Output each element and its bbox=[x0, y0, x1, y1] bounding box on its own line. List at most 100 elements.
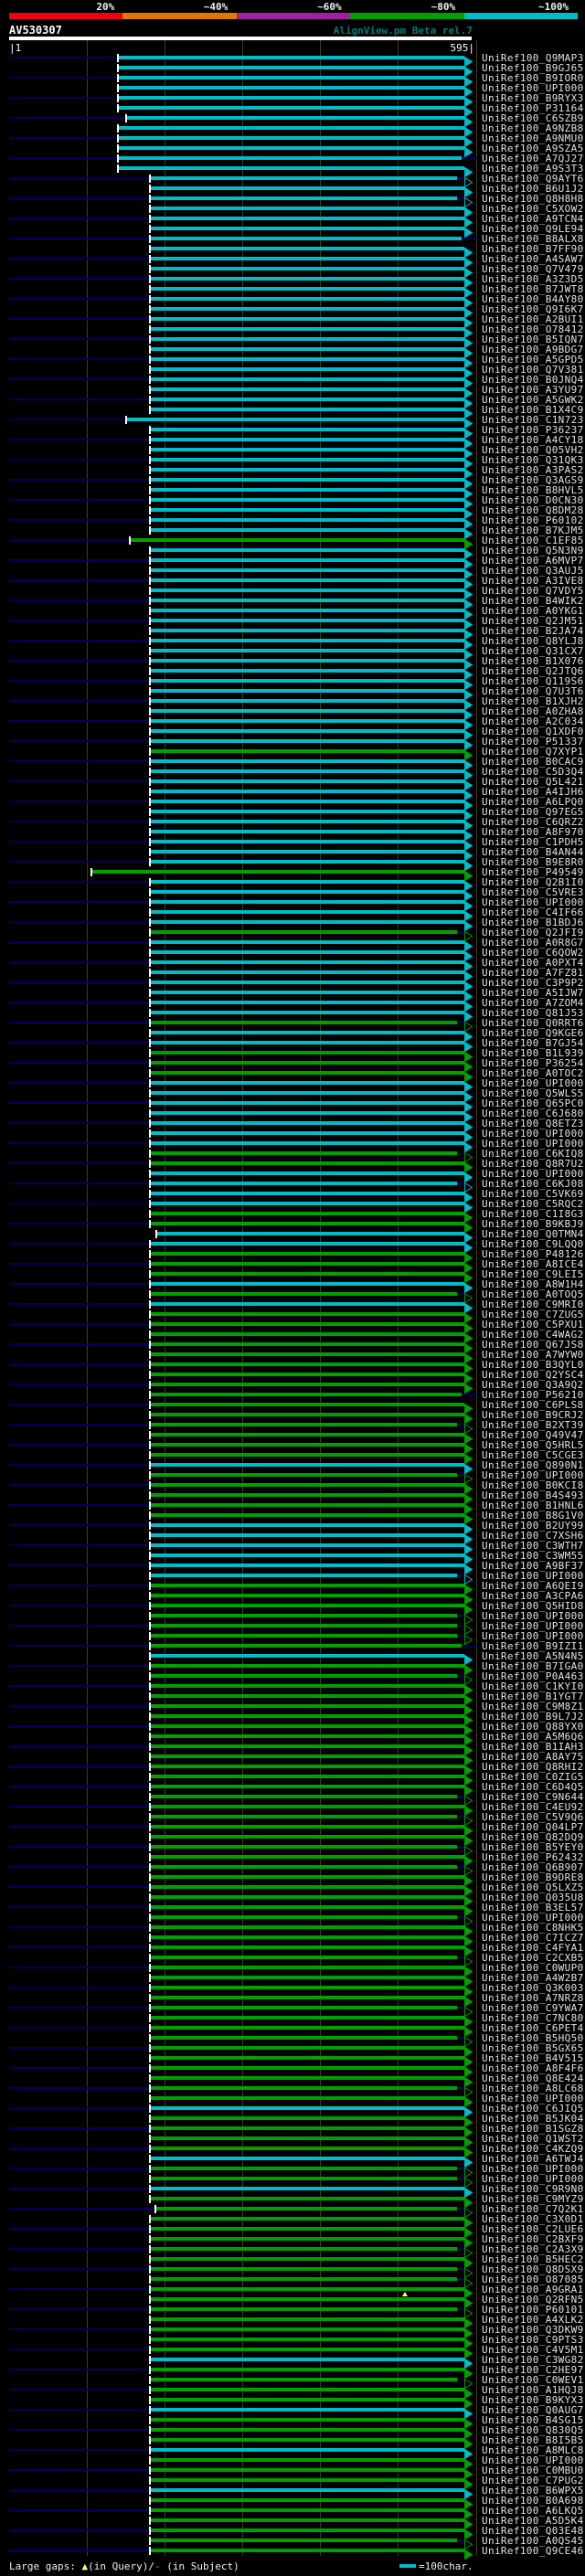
subject-label[interactable]: UniRef100_C5D3Q4 bbox=[482, 765, 584, 778]
alignment-bar[interactable] bbox=[150, 2377, 457, 2381]
alignment-bar[interactable] bbox=[150, 939, 464, 944]
subject-label[interactable]: UniRef100_C2A3X9 bbox=[482, 2242, 584, 2255]
alignment-bar[interactable] bbox=[150, 1211, 464, 1215]
subject-label[interactable]: UniRef100_UPI000.. bbox=[482, 1076, 585, 1089]
subject-label[interactable]: UniRef100_UPI000.. bbox=[482, 2172, 585, 2185]
subject-label[interactable]: UniRef100_C9MRI0 bbox=[482, 1298, 584, 1310]
subject-label[interactable]: UniRef100_Q5L421 bbox=[482, 775, 584, 788]
alignment-bar[interactable] bbox=[150, 1060, 464, 1065]
subject-label[interactable]: UniRef100_C3WG82 bbox=[482, 2353, 584, 2366]
subject-label[interactable]: UniRef100_Q7U3T6 bbox=[482, 684, 584, 697]
subject-label[interactable]: UniRef100_B9E8R0 bbox=[482, 855, 584, 868]
alignment-bar[interactable] bbox=[150, 437, 464, 441]
alignment-bar[interactable] bbox=[150, 1804, 464, 1808]
alignment-bar[interactable] bbox=[150, 1050, 464, 1055]
alignment-bar[interactable] bbox=[150, 1372, 464, 1376]
alignment-bar[interactable] bbox=[155, 2206, 457, 2210]
subject-label[interactable]: UniRef100_Q9AYT6 bbox=[482, 172, 584, 185]
alignment-bar[interactable] bbox=[150, 1633, 457, 1638]
alignment-bar[interactable] bbox=[150, 758, 464, 763]
alignment-bar[interactable] bbox=[150, 2005, 457, 2009]
alignment-bar[interactable] bbox=[150, 1995, 464, 1999]
alignment-bar[interactable] bbox=[150, 296, 464, 301]
subject-label[interactable]: UniRef100_B1X076 bbox=[482, 654, 584, 667]
alignment-bar[interactable] bbox=[150, 2156, 464, 2160]
subject-label[interactable]: UniRef100_C9YWA7 bbox=[482, 2001, 584, 2014]
alignment-bar[interactable] bbox=[126, 115, 464, 120]
subject-label[interactable]: UniRef100_C9LQQ0 bbox=[482, 1237, 584, 1250]
subject-label[interactable]: UniRef100_B5GX65 bbox=[482, 2041, 584, 2054]
subject-label[interactable]: UniRef100_B5YEY0 bbox=[482, 1840, 584, 1853]
alignment-bar[interactable] bbox=[150, 1593, 464, 1597]
alignment-bar[interactable] bbox=[150, 678, 464, 683]
subject-label[interactable]: UniRef100_UPI000.. bbox=[482, 896, 585, 908]
subject-label[interactable]: UniRef100_C6PLS8 bbox=[482, 1398, 584, 1411]
subject-label[interactable]: UniRef100_C5XOW2 bbox=[482, 202, 584, 215]
alignment-bar[interactable] bbox=[150, 809, 464, 813]
alignment-bar[interactable] bbox=[150, 1010, 464, 1014]
alignment-bar[interactable] bbox=[118, 165, 464, 170]
alignment-bar[interactable] bbox=[150, 376, 464, 381]
subject-label[interactable]: UniRef100_B4AY80 bbox=[482, 292, 584, 305]
alignment-bar[interactable] bbox=[150, 1814, 457, 1818]
subject-label[interactable]: UniRef100_Q0AUG7 bbox=[482, 2403, 584, 2416]
subject-label[interactable]: UniRef100_Q035U8 bbox=[482, 1891, 584, 1903]
subject-label[interactable]: UniRef100_B4AN44 bbox=[482, 845, 584, 858]
subject-label[interactable]: UniRef100_UPI000.. bbox=[482, 1137, 585, 1150]
subject-label[interactable]: UniRef100_B1X4C9 bbox=[482, 403, 584, 416]
subject-label[interactable]: UniRef100_Q31QK3 bbox=[482, 453, 584, 466]
subject-label[interactable]: UniRef100_B3EL57 bbox=[482, 1901, 584, 1913]
subject-label[interactable]: UniRef100_Q3AUJ5 bbox=[482, 564, 584, 577]
subject-label[interactable]: UniRef100_B8ALX8 bbox=[482, 232, 584, 245]
alignment-bar[interactable] bbox=[150, 1945, 464, 1949]
alignment-bar[interactable] bbox=[150, 2518, 464, 2522]
alignment-bar[interactable] bbox=[150, 1834, 464, 1839]
subject-label[interactable]: UniRef100_Q5HID8 bbox=[482, 1599, 584, 1612]
alignment-bar[interactable] bbox=[150, 467, 464, 472]
subject-label[interactable]: UniRef100_Q8E424 bbox=[482, 2072, 584, 2084]
alignment-bar[interactable] bbox=[150, 256, 464, 260]
alignment-bar[interactable] bbox=[150, 1120, 464, 1125]
alignment-bar[interactable] bbox=[150, 748, 464, 753]
subject-label[interactable]: UniRef100_Q0RRT6 bbox=[482, 1016, 584, 1029]
alignment-bar[interactable] bbox=[150, 2367, 464, 2371]
subject-label[interactable]: UniRef100_A0R8G7 bbox=[482, 936, 584, 949]
subject-label[interactable]: UniRef100_Q830Q5 bbox=[482, 2423, 584, 2436]
alignment-bar[interactable] bbox=[150, 1502, 464, 1507]
alignment-bar[interactable] bbox=[150, 1100, 464, 1105]
alignment-bar[interactable] bbox=[150, 1874, 464, 1879]
subject-label[interactable]: UniRef100_UPI000.. bbox=[482, 1619, 585, 1632]
subject-label[interactable]: UniRef100_C1KYI0 bbox=[482, 1680, 584, 1692]
alignment-bar[interactable] bbox=[150, 2306, 457, 2311]
subject-label[interactable]: UniRef100_A5D5K4 bbox=[482, 2514, 584, 2527]
alignment-bar[interactable] bbox=[150, 1442, 464, 1447]
subject-label[interactable]: UniRef100_Q6B907 bbox=[482, 1860, 584, 1873]
subject-label[interactable]: UniRef100_C4EU92 bbox=[482, 1800, 584, 1813]
subject-label[interactable]: UniRef100_A9GRA1 bbox=[482, 2283, 584, 2295]
alignment-bar[interactable] bbox=[150, 1080, 464, 1085]
subject-label[interactable]: UniRef100_C9M8Z1 bbox=[482, 1700, 584, 1712]
subject-label[interactable]: UniRef100_B8I5B5 bbox=[482, 2433, 584, 2446]
subject-label[interactable]: UniRef100_B1SGZ8 bbox=[482, 2122, 584, 2135]
subject-label[interactable]: UniRef100_A5IJW7 bbox=[482, 986, 584, 999]
alignment-bar[interactable] bbox=[150, 226, 464, 230]
alignment-bar[interactable] bbox=[150, 2276, 457, 2281]
alignment-bar[interactable] bbox=[150, 1653, 464, 1658]
subject-label[interactable]: UniRef100_Q8YLJ8 bbox=[482, 634, 584, 647]
subject-label[interactable]: UniRef100_A3PAS2 bbox=[482, 463, 584, 476]
subject-label[interactable]: UniRef100_C3WTH7 bbox=[482, 1539, 584, 1552]
subject-label[interactable]: UniRef100_A8F970 bbox=[482, 825, 584, 838]
alignment-bar[interactable] bbox=[150, 839, 464, 843]
subject-label[interactable]: UniRef100_Q7VDY5 bbox=[482, 584, 584, 597]
subject-label[interactable]: UniRef100_P60101 bbox=[482, 2303, 584, 2316]
alignment-bar[interactable] bbox=[150, 648, 464, 652]
alignment-bar[interactable] bbox=[150, 2115, 464, 2120]
subject-label[interactable]: UniRef100_C4WAG2 bbox=[482, 1328, 584, 1341]
subject-label[interactable]: UniRef100_UPI000.. bbox=[482, 1127, 585, 1140]
subject-label[interactable]: UniRef100_B0A698 bbox=[482, 2494, 584, 2507]
subject-label[interactable]: UniRef100_A0QS45 bbox=[482, 2534, 584, 2547]
alignment-bar[interactable] bbox=[150, 1512, 464, 1517]
alignment-bar[interactable] bbox=[150, 1341, 464, 1346]
alignment-bar[interactable] bbox=[150, 1573, 457, 1577]
alignment-bar[interactable] bbox=[150, 588, 464, 592]
